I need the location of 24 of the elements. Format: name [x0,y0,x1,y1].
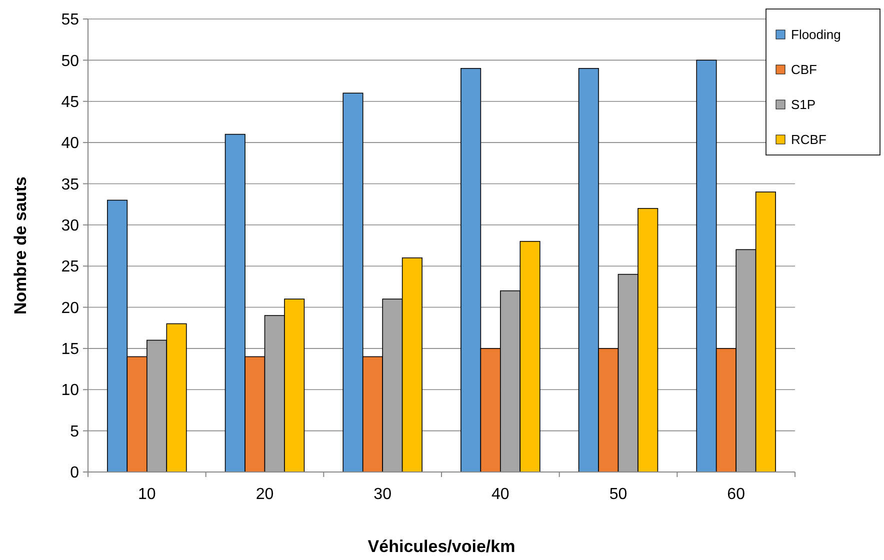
legend-label: S1P [791,97,816,112]
y-tick-label: 25 [61,258,80,276]
y-tick-label: 20 [61,300,80,317]
y-tick-label: 40 [61,135,80,152]
x-tick-label: 40 [492,486,510,503]
y-axis-title: Nombre de sauts [11,176,30,314]
y-tick-label: 15 [61,341,80,358]
x-axis-title: Véhicules/voie/km [368,537,516,556]
x-tick-label: 10 [138,486,156,503]
y-tick-label: 35 [61,176,80,194]
legend-label: CBF [791,62,818,77]
legend-label: RCBF [791,132,826,147]
y-tick-label: 5 [70,423,80,440]
y-tick-label: 0 [70,464,80,482]
legend-label: Flooding [791,27,841,42]
y-tick-label: 45 [61,94,80,111]
y-tick-label: 55 [61,12,80,29]
y-tick-label: 10 [61,382,80,400]
x-tick-label: 20 [256,486,274,503]
y-tick-label: 50 [61,52,80,70]
x-tick-label: 50 [609,486,628,503]
y-tick-label: 30 [61,218,80,235]
x-tick-label: 30 [374,486,392,503]
x-tick-label: 60 [727,486,746,503]
